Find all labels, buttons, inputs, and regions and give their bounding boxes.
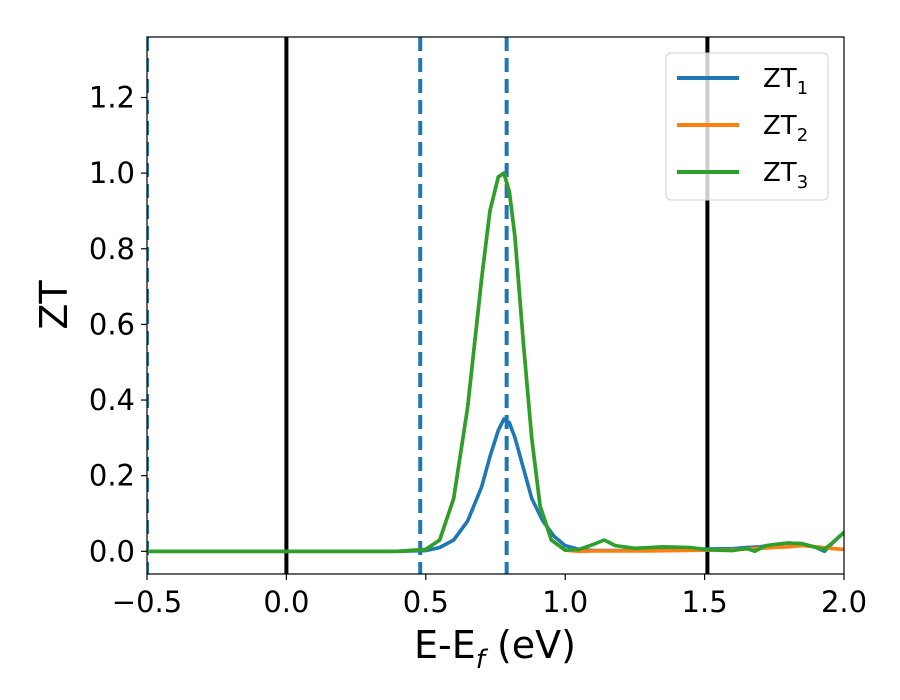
x-tick-label: 2.0 [821,585,867,619]
series-line-1 [147,417,844,554]
y-tick-label: 0.6 [89,307,135,341]
legend-label-2: ZT2 [763,111,808,146]
x-tick-label: 0.0 [263,585,309,619]
x-axis-label: E-Ef (eV) [414,623,576,675]
x-axis-label-unit: (eV) [485,623,576,667]
x-axis-label-main: E-E [414,623,476,667]
legend: ZT1 ZT2 ZT3 [665,52,829,201]
y-axis-ticks: 0.0 0.2 0.4 0.6 0.8 1.0 1.2 [89,81,147,568]
series-layer [147,171,844,554]
x-tick-label: −0.5 [112,585,182,619]
x-tick-label: 1.5 [682,585,728,619]
y-tick-label: 0.2 [89,459,135,493]
x-axis-ticks: −0.5 0.0 0.5 1.0 1.5 2.0 [112,574,867,619]
y-tick-label: 0.8 [89,232,135,266]
y-tick-label: 0.4 [89,383,135,417]
x-tick-label: 1.0 [542,585,588,619]
y-tick-label: 1.0 [89,156,135,190]
vertical-reference-lines [147,37,710,574]
legend-label-3: ZT3 [763,158,808,193]
legend-label-1: ZT1 [763,64,808,99]
x-tick-label: 0.5 [403,585,449,619]
plot-frame [146,36,845,575]
y-tick-label: 1.2 [89,81,135,115]
y-axis-label: ZT [32,280,76,330]
series-line-2 [147,171,844,554]
y-tick-label: 0.0 [89,534,135,568]
legend-box [665,52,829,201]
series-line-3 [147,171,844,554]
